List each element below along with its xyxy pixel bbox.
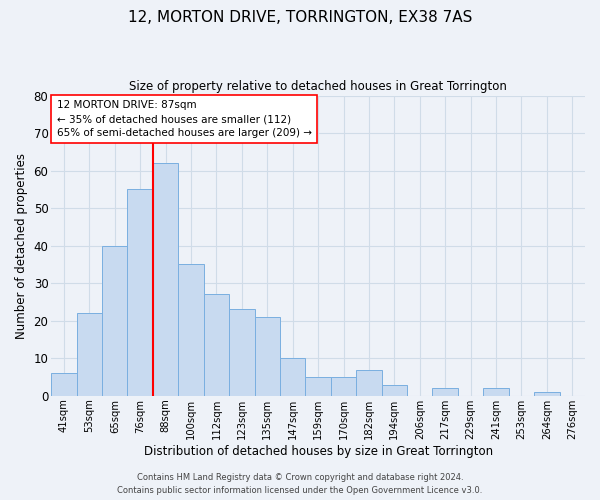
Bar — [102, 246, 127, 396]
Bar — [77, 313, 102, 396]
Bar — [229, 310, 254, 396]
Bar — [178, 264, 204, 396]
Bar — [382, 384, 407, 396]
Bar — [280, 358, 305, 396]
Bar — [356, 370, 382, 396]
Bar — [305, 377, 331, 396]
X-axis label: Distribution of detached houses by size in Great Torrington: Distribution of detached houses by size … — [143, 444, 493, 458]
Bar — [331, 377, 356, 396]
Title: Size of property relative to detached houses in Great Torrington: Size of property relative to detached ho… — [129, 80, 507, 93]
Bar — [153, 163, 178, 396]
Text: Contains HM Land Registry data © Crown copyright and database right 2024.
Contai: Contains HM Land Registry data © Crown c… — [118, 473, 482, 495]
Bar — [51, 374, 77, 396]
Text: 12 MORTON DRIVE: 87sqm
← 35% of detached houses are smaller (112)
65% of semi-de: 12 MORTON DRIVE: 87sqm ← 35% of detached… — [56, 100, 311, 138]
Bar — [127, 190, 153, 396]
Bar — [534, 392, 560, 396]
Bar — [254, 317, 280, 396]
Bar — [433, 388, 458, 396]
Y-axis label: Number of detached properties: Number of detached properties — [15, 152, 28, 338]
Bar — [204, 294, 229, 396]
Bar — [484, 388, 509, 396]
Text: 12, MORTON DRIVE, TORRINGTON, EX38 7AS: 12, MORTON DRIVE, TORRINGTON, EX38 7AS — [128, 10, 472, 25]
